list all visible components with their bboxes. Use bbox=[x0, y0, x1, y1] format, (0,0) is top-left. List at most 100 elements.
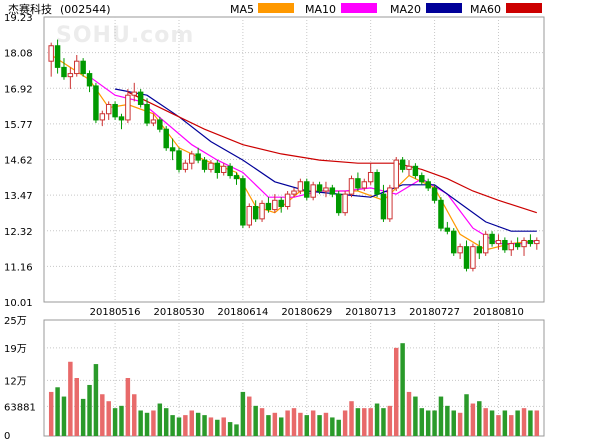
date-xtick: 20180810 bbox=[473, 307, 524, 318]
volume-bar bbox=[278, 417, 284, 436]
volume-bar bbox=[189, 410, 195, 436]
candle-body bbox=[240, 178, 246, 226]
candle-body bbox=[125, 94, 131, 121]
candle-body bbox=[380, 193, 387, 220]
volume-bar bbox=[464, 394, 469, 436]
price-ytick: 10.01 bbox=[4, 298, 33, 309]
legend-label: MA10 bbox=[305, 3, 336, 16]
candle-body bbox=[463, 246, 470, 269]
volume-bar bbox=[253, 405, 258, 436]
ma-line-ma60 bbox=[127, 91, 537, 214]
candle-body bbox=[310, 184, 316, 198]
date-xtick: 20180530 bbox=[154, 307, 205, 318]
volume-bar bbox=[445, 405, 450, 436]
volume-bar bbox=[106, 401, 111, 436]
candle-body bbox=[259, 202, 265, 220]
volume-bar bbox=[195, 412, 201, 436]
candle-body bbox=[163, 128, 169, 149]
candle-body bbox=[489, 233, 495, 245]
volume-bar bbox=[87, 384, 92, 436]
candle-body bbox=[99, 113, 106, 121]
volume-bar bbox=[266, 415, 271, 436]
price-ytick: 18.08 bbox=[4, 49, 33, 60]
legend-swatch bbox=[341, 3, 377, 13]
candle-body bbox=[348, 178, 355, 195]
candle-body bbox=[131, 91, 137, 96]
candle-body bbox=[189, 153, 195, 164]
candle-body bbox=[425, 181, 431, 189]
volume-bar bbox=[176, 417, 182, 436]
volume-bar bbox=[259, 408, 265, 436]
legend-swatch bbox=[506, 3, 542, 13]
candle-body bbox=[61, 66, 67, 78]
candle-body bbox=[144, 103, 150, 124]
volume-bar bbox=[534, 410, 540, 436]
candle-body bbox=[438, 199, 444, 229]
candle-body bbox=[86, 73, 93, 87]
candle-body bbox=[527, 239, 534, 245]
volume-bar bbox=[457, 412, 463, 436]
candle-body bbox=[105, 103, 112, 115]
volume-ytick: 0 bbox=[4, 431, 10, 440]
candle-body bbox=[374, 171, 380, 195]
volume-bar bbox=[61, 396, 67, 436]
volume-bar bbox=[221, 417, 226, 436]
candle-body bbox=[297, 181, 304, 192]
volume-bar bbox=[330, 417, 335, 436]
candle-body bbox=[508, 243, 514, 251]
price-ytick: 13.47 bbox=[4, 191, 33, 202]
volume-bar bbox=[132, 394, 137, 436]
volume-bar bbox=[93, 364, 99, 436]
volume-bar bbox=[285, 410, 290, 436]
candle-body bbox=[272, 199, 278, 211]
volume-ytick: 63881 bbox=[4, 402, 36, 413]
volume-bar bbox=[202, 415, 207, 436]
date-xtick: 20180629 bbox=[281, 307, 332, 318]
volume-bar bbox=[68, 361, 73, 436]
candle-body bbox=[227, 165, 233, 177]
candle-body bbox=[220, 165, 227, 173]
volume-bar bbox=[323, 412, 329, 436]
candle-body bbox=[304, 181, 310, 198]
candle-body bbox=[176, 150, 182, 170]
candle-body bbox=[80, 60, 86, 75]
price-ytick: 15.77 bbox=[4, 120, 33, 131]
volume-bar bbox=[298, 412, 303, 436]
ma-legend: MA5 MA10 MA20 MA60 bbox=[230, 3, 542, 16]
candle-body bbox=[444, 227, 451, 232]
price-ytick: 14.62 bbox=[4, 156, 33, 167]
volume-bar bbox=[489, 410, 495, 436]
volume-bar bbox=[48, 391, 54, 436]
candle-body bbox=[367, 171, 374, 183]
candle-body bbox=[482, 233, 489, 254]
volume-bar bbox=[502, 410, 508, 436]
candle-body bbox=[534, 239, 540, 245]
volume-bar bbox=[483, 408, 488, 436]
candle-body bbox=[451, 230, 457, 254]
candle-body bbox=[342, 193, 348, 214]
volume-bar bbox=[470, 403, 476, 436]
volume-bar bbox=[477, 401, 482, 436]
volume-bar bbox=[144, 412, 150, 436]
candle-body bbox=[195, 153, 201, 161]
volume-bar bbox=[310, 410, 316, 436]
volume-bar bbox=[291, 408, 297, 436]
volume-bar bbox=[528, 410, 533, 436]
volume-bar bbox=[336, 419, 341, 436]
volume-bar bbox=[342, 410, 348, 436]
candle-body bbox=[150, 119, 157, 124]
volume-bar bbox=[125, 378, 131, 436]
candle-body bbox=[284, 193, 291, 207]
volume-bar bbox=[234, 424, 239, 436]
date-xtick: 20180713 bbox=[345, 307, 396, 318]
volume-bar bbox=[80, 398, 86, 436]
volume-bar bbox=[362, 408, 367, 436]
candle-body bbox=[476, 246, 483, 254]
volume-bar bbox=[272, 412, 278, 436]
candle-body bbox=[93, 85, 99, 121]
legend-label: MA5 bbox=[230, 3, 254, 16]
volume-bar bbox=[393, 347, 399, 436]
volume-bar bbox=[349, 401, 354, 436]
candle-body bbox=[265, 202, 272, 211]
